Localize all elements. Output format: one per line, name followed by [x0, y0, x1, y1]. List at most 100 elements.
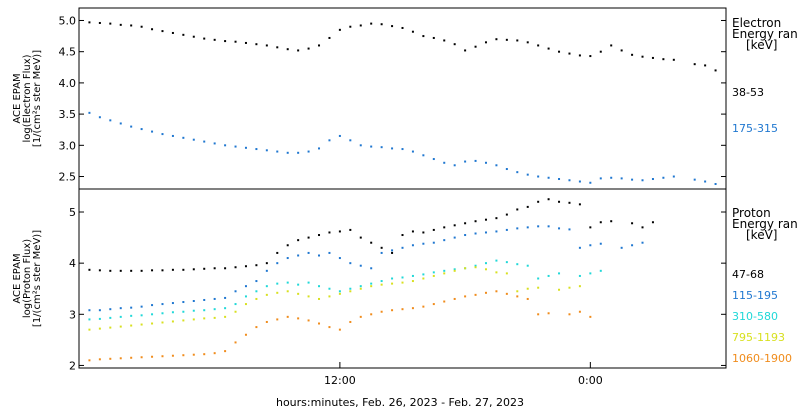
data-point	[98, 116, 101, 119]
data-point	[568, 52, 571, 55]
data-point	[422, 35, 425, 38]
data-point	[224, 350, 227, 353]
data-point	[568, 286, 571, 289]
data-point	[328, 295, 331, 298]
data-point	[98, 309, 101, 312]
data-point	[98, 327, 101, 330]
legend-entry: 310-580	[732, 310, 778, 323]
data-point	[119, 357, 122, 360]
data-point	[370, 267, 373, 270]
data-point	[244, 303, 247, 306]
y-tick-label: 2	[69, 359, 76, 372]
data-point	[276, 282, 279, 285]
data-point	[224, 307, 227, 310]
data-point	[453, 43, 456, 46]
data-point	[516, 171, 519, 174]
data-point	[370, 313, 373, 316]
data-point	[307, 150, 310, 153]
data-point	[443, 161, 446, 164]
data-point	[307, 281, 310, 284]
legend-entry: 795-1193	[732, 331, 785, 344]
data-point	[641, 179, 644, 182]
data-point	[265, 293, 268, 296]
data-point	[244, 265, 247, 268]
data-point	[537, 175, 540, 178]
data-point	[526, 287, 529, 290]
data-point	[443, 272, 446, 275]
data-point	[349, 139, 352, 142]
legend-entry: 1060-1900	[732, 352, 792, 365]
data-point	[307, 295, 310, 298]
data-point	[495, 259, 498, 262]
data-point	[370, 285, 373, 288]
data-point	[286, 315, 289, 318]
data-point	[349, 290, 352, 293]
legend-title: Proton	[732, 206, 771, 220]
data-point	[171, 302, 174, 305]
data-point	[370, 282, 373, 285]
data-point	[255, 290, 258, 293]
data-point	[307, 319, 310, 322]
data-point	[422, 273, 425, 276]
data-point	[109, 269, 112, 272]
data-point	[547, 176, 550, 179]
data-point	[224, 144, 227, 147]
legend-title: Electron	[732, 16, 781, 30]
data-point	[558, 272, 561, 275]
data-point	[401, 281, 404, 284]
data-point	[631, 53, 634, 56]
data-point	[140, 356, 143, 359]
data-point	[213, 297, 216, 300]
data-point	[98, 269, 101, 272]
y-tick-label: 4	[69, 257, 76, 270]
data-point	[234, 40, 237, 43]
data-point	[318, 285, 321, 288]
data-point	[130, 356, 133, 359]
y-tick-label: 3.5	[59, 108, 77, 121]
data-point	[338, 28, 341, 31]
data-point	[119, 325, 122, 328]
data-point	[203, 353, 206, 356]
data-point	[244, 285, 247, 288]
y-axis-label: [1/(cm²s ster MeV)]	[32, 50, 43, 147]
data-point	[505, 261, 508, 264]
data-point	[380, 246, 383, 249]
data-point	[411, 244, 414, 247]
y-tick-label: 3	[69, 308, 76, 321]
data-point	[171, 31, 174, 34]
data-point	[109, 326, 112, 329]
data-point	[109, 119, 112, 122]
data-point	[651, 56, 654, 59]
data-point	[161, 355, 164, 358]
data-point	[140, 25, 143, 28]
data-point	[297, 317, 300, 320]
data-point	[641, 226, 644, 229]
data-point	[338, 230, 341, 233]
data-point	[484, 41, 487, 44]
y-axis-label: log(Electron Flux)	[22, 54, 33, 142]
data-point	[547, 225, 550, 228]
data-point	[286, 151, 289, 154]
legend-entry: 115-195	[732, 289, 778, 302]
data-point	[443, 300, 446, 303]
data-point	[432, 36, 435, 39]
data-point	[213, 352, 216, 355]
data-point	[224, 315, 227, 318]
proton-panel: 2 3 4 5 ACE EPAM log(Proton Flux) [1/(cm²s ste…	[12, 188, 798, 409]
data-point	[224, 267, 227, 270]
series-175-315	[88, 111, 717, 186]
data-point	[119, 23, 122, 26]
data-point	[276, 291, 279, 294]
data-point	[620, 49, 623, 52]
data-point	[109, 308, 112, 311]
data-point	[171, 320, 174, 323]
data-point	[411, 30, 414, 33]
data-point	[224, 40, 227, 43]
data-point	[161, 133, 164, 136]
data-point	[537, 277, 540, 280]
data-point	[401, 234, 404, 237]
data-point	[558, 178, 561, 181]
data-point	[380, 280, 383, 283]
data-point	[599, 242, 602, 245]
data-point	[516, 263, 519, 266]
